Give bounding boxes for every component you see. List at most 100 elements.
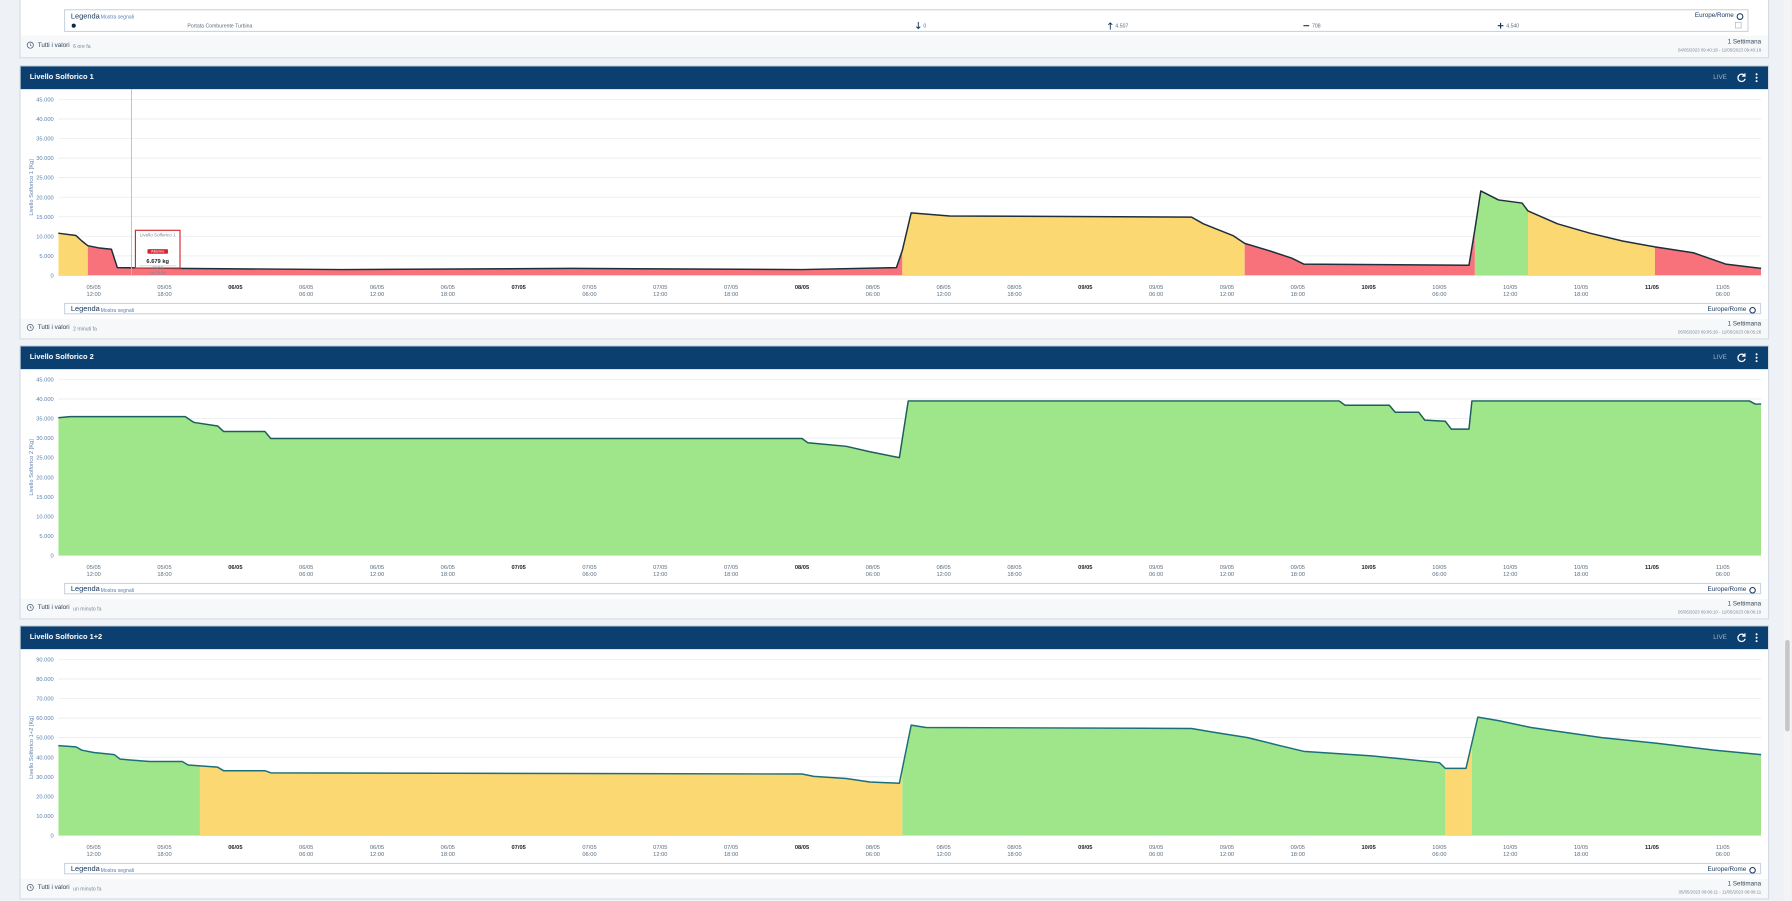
timezone[interactable]: Europe/Rome (1707, 585, 1747, 593)
threshold-band (902, 717, 1446, 836)
x-tick-label: 06/05 (228, 284, 243, 292)
signal-max: 4.507 (1115, 22, 1129, 29)
menu-dot[interactable] (1755, 640, 1758, 643)
y-tick-label: 20.000 (36, 794, 53, 800)
y-tick-label: 5.000 (39, 254, 53, 260)
panel-footer: Tutti i valori un minuto fa 1 Settimana 05/… (20, 598, 1768, 619)
x-tick-label: 06/05 12:00 (369, 564, 385, 579)
scrollbar[interactable] (1783, 0, 1791, 901)
last-update: un minuto fa (73, 605, 102, 612)
time-range[interactable]: 1 Settimana (1727, 881, 1762, 888)
checkbox[interactable] (1735, 21, 1742, 29)
panel-title: Livello Solforico 1 (29, 73, 94, 82)
signal-name: Portata Comburente Turbina (187, 22, 253, 29)
x-tick-label: 09/05 18:00 (1290, 844, 1305, 859)
x-tick-label: 07/05 06:00 (582, 284, 597, 299)
clock-hands (29, 605, 32, 609)
legend-toggle[interactable]: Mostra segnali (100, 866, 135, 873)
x-tick-label: 07/05 (511, 284, 526, 292)
x-tick-label: 07/05 18:00 (723, 284, 739, 299)
x-tick-label: 06/05 (228, 844, 243, 852)
y-tick-label: 10.000 (36, 814, 53, 820)
refresh-icon[interactable] (1737, 353, 1746, 363)
x-tick-label: 11/05 (1644, 284, 1659, 292)
tooltip: Livello Solforico 1 Allarme 6.679 kg 05/05 1… (134, 229, 181, 275)
live-status[interactable]: LIVE (1713, 634, 1727, 642)
x-tick-label: 06/05 06:00 (299, 284, 314, 299)
menu-dot[interactable] (1755, 356, 1758, 359)
menu-dot[interactable] (1755, 80, 1758, 83)
menu-dot[interactable] (1755, 76, 1758, 79)
time-range[interactable]: 1 Settimana (1727, 321, 1762, 328)
threshold-band (1527, 190, 1655, 276)
x-tick-label: 10/05 (1361, 844, 1376, 852)
refresh-icon[interactable] (1737, 73, 1746, 83)
series-line (58, 716, 1762, 784)
timezone-icon-ring (1749, 586, 1756, 593)
legend-box: Legenda Mostra segnali Europe/Rome Porta… (63, 9, 1749, 32)
x-tick-label: 06/05 18:00 (440, 844, 455, 859)
timezone[interactable]: Europe/Rome (1707, 865, 1747, 873)
live-status[interactable]: LIVE (1713, 74, 1727, 82)
menu-dot[interactable] (1755, 73, 1758, 76)
signal-last: 4.540 (1506, 22, 1520, 29)
live-status[interactable]: LIVE (1713, 354, 1727, 362)
time-period: 05/05/2023 09:06:10 - 11/05/2023 09:06:1… (1677, 610, 1762, 615)
x-tick-label: 05/05 12:00 (86, 284, 101, 299)
avg-icon (1303, 25, 1310, 27)
x-tick-label: 09/05 (1078, 284, 1093, 292)
values-mode[interactable]: Tutti i valori (37, 884, 70, 892)
x-tick-label: 06/05 (228, 564, 243, 572)
y-tick-label: 70.000 (36, 697, 53, 703)
tooltip-badge: Allarme (147, 249, 168, 254)
y-tick-label: 90.000 (36, 657, 53, 663)
values-mode[interactable]: Tutti i valori (37, 324, 70, 332)
x-tick-label: 09/05 12:00 (1219, 844, 1235, 859)
last-icon (1497, 22, 1504, 29)
scrollbar-thumb[interactable] (1785, 639, 1790, 732)
min-icon (916, 21, 921, 30)
menu-dot[interactable] (1755, 633, 1758, 636)
x-tick-label: 10/05 06:00 (1432, 844, 1447, 859)
y-tick-label: 10.000 (36, 234, 53, 240)
panel-footer: Tutti i valori un minuto fa 1 Settimana 05/… (20, 878, 1768, 899)
x-tick-label: 08/05 12:00 (936, 284, 951, 299)
timezone[interactable]: Europe/Rome (1707, 305, 1747, 313)
y-tick-label: 60.000 (36, 716, 53, 722)
panel-actions (1737, 73, 1758, 83)
legend-toggle[interactable]: Mostra segnali (100, 586, 135, 593)
y-tick-label: 30.000 (36, 436, 53, 442)
x-tick-label: 06/05 18:00 (440, 284, 455, 299)
refresh-icon[interactable] (1737, 633, 1746, 643)
values-mode[interactable]: Tutti i valori (37, 42, 70, 50)
x-tick-label: 11/05 06:00 (1715, 564, 1730, 579)
x-tick-label: 05/05 18:00 (157, 284, 172, 299)
y-tick-label: 80.000 (36, 677, 53, 683)
signal-min: 0 (923, 22, 927, 29)
x-tick-label: 07/05 12:00 (653, 284, 668, 299)
panel-header: Livello Solforico 2 LIVE (20, 346, 1768, 370)
x-tick-label: 07/05 12:00 (653, 844, 668, 859)
threshold-band (1474, 190, 1528, 276)
values-mode[interactable]: Tutti i valori (37, 604, 70, 612)
clock-icon (26, 323, 34, 331)
time-range[interactable]: 1 Settimana (1727, 38, 1762, 46)
threshold-band (1445, 717, 1472, 836)
menu-dot[interactable] (1755, 636, 1758, 639)
panel-header: Livello Solforico 1 LIVE (20, 66, 1768, 90)
y-tick-label: 30.000 (36, 156, 53, 162)
timezone-icon-ring (1749, 866, 1756, 873)
timezone[interactable]: Europe/Rome (1694, 12, 1734, 20)
legend-toggle[interactable]: Mostra segnali (100, 13, 135, 20)
legend-toggle[interactable]: Mostra segnali (100, 306, 135, 313)
menu-dot[interactable] (1755, 360, 1758, 363)
chart: 0 10.000 20.000 30.000 40.000 50.000 60.000 70.… (29, 657, 1762, 839)
x-tick-label: 11/05 (1644, 564, 1659, 572)
time-range[interactable]: 1 Settimana (1727, 601, 1762, 608)
y-tick-label: 40.000 (36, 397, 53, 403)
menu-dot[interactable] (1755, 353, 1758, 356)
x-tick-label: 05/05 18:00 (157, 844, 172, 859)
area-fill (58, 717, 1762, 836)
timezone-icon (1749, 866, 1756, 873)
last-update: 2 minuti fa (73, 325, 97, 332)
